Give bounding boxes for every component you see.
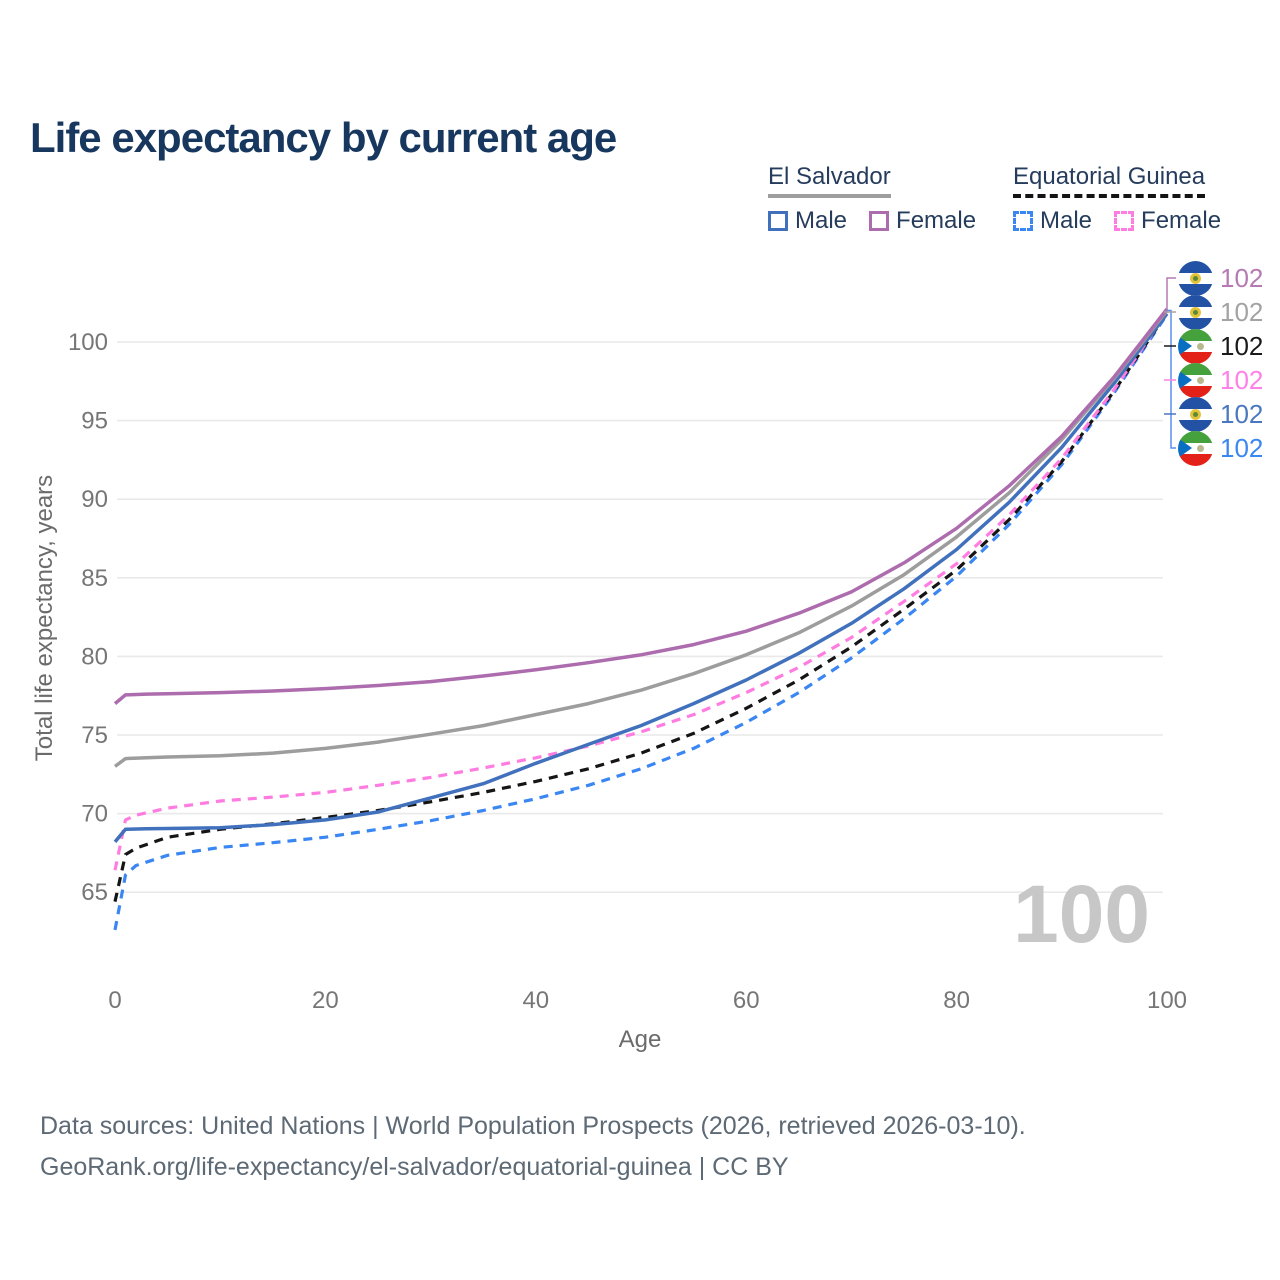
- legend-group-el-salvador: El Salvador Male Female: [768, 163, 976, 235]
- x-tick-40: 40: [522, 987, 549, 1014]
- y-tick-100: 100: [68, 329, 108, 356]
- legend-item-es-male: Male: [768, 207, 847, 235]
- endpoint-label: 102: [1178, 362, 1264, 398]
- flag-icon-equatorial-guinea: [1178, 328, 1213, 364]
- series-line-el-salvador-male: [113, 312, 1169, 844]
- endpoint-label: 102: [1178, 294, 1264, 330]
- legend-item-es-female: Female: [869, 207, 976, 235]
- endpoint-label: 102: [1178, 430, 1264, 466]
- legend-country-equatorial-guinea: Equatorial Guinea: [1013, 163, 1206, 198]
- endpoint-value: 102: [1220, 364, 1264, 395]
- leader-line-top: [1166, 277, 1176, 311]
- endpoint-value: 102: [1220, 432, 1264, 463]
- endpoint-label: 102: [1178, 260, 1264, 296]
- series-line-el-salvador-female: [113, 307, 1169, 705]
- legend-item-gq-male: Male: [1013, 207, 1092, 235]
- flag-icon-el-salvador: [1178, 294, 1213, 330]
- age-watermark: 100: [1013, 869, 1150, 960]
- series-line-equatorial-guinea-female: [113, 311, 1169, 871]
- page-title: Life expectancy by current age: [30, 114, 617, 162]
- y-tick-75: 75: [81, 722, 108, 749]
- footer-attribution: GeoRank.org/life-expectancy/el-salvador/…: [40, 1153, 789, 1181]
- legend-country-el-salvador: El Salvador: [768, 163, 891, 198]
- flag-icon-equatorial-guinea: [1178, 430, 1213, 466]
- legend-item-gq-female: Female: [1114, 207, 1221, 235]
- series-line-equatorial-guinea-male: [113, 313, 1169, 931]
- endpoint-value: 102: [1220, 296, 1264, 327]
- flag-icon-el-salvador: [1178, 396, 1213, 432]
- footer-data-sources: Data sources: United Nations | World Pop…: [40, 1112, 1026, 1140]
- y-tick-70: 70: [81, 801, 108, 828]
- y-tick-80: 80: [81, 643, 108, 670]
- endpoint-label: 102: [1178, 328, 1264, 364]
- endpoint-value: 102: [1220, 330, 1264, 361]
- es-male-swatch-icon: [768, 211, 788, 231]
- es-female-swatch-icon: [869, 211, 890, 231]
- legend-label-es-female: Female: [896, 207, 977, 234]
- y-tick-90: 90: [81, 486, 108, 513]
- legend-group-equatorial-guinea: Equatorial Guinea Male Female: [1013, 163, 1221, 235]
- x-tick-100: 100: [1147, 987, 1187, 1014]
- y-tick-85: 85: [81, 565, 108, 592]
- gq-male-swatch-icon: [1013, 211, 1033, 231]
- endpoint-value: 102: [1220, 398, 1264, 429]
- flag-icon-equatorial-guinea: [1178, 362, 1213, 398]
- y-axis-title: Total life expectancy, years: [31, 474, 58, 762]
- x-axis-title: Age: [618, 1026, 662, 1053]
- flag-icon-el-salvador: [1178, 260, 1213, 296]
- y-tick-65: 65: [81, 879, 108, 906]
- legend-label-gq-female: Female: [1141, 207, 1222, 234]
- gq-female-swatch-icon: [1114, 211, 1135, 231]
- x-tick-60: 60: [733, 987, 760, 1014]
- legend-label-es-male: Male: [795, 207, 848, 234]
- footer: Data sources: United Nations | World Pop…: [40, 1106, 1026, 1188]
- x-tick-20: 20: [312, 987, 339, 1014]
- series-line-el-salvador: [113, 309, 1169, 768]
- x-tick-80: 80: [943, 987, 970, 1014]
- endpoint-value: 102: [1220, 262, 1264, 293]
- legend-label-gq-male: Male: [1040, 207, 1093, 234]
- series-line-equatorial-guinea: [113, 312, 1169, 902]
- x-tick-0: 0: [108, 987, 121, 1014]
- endpoint-label: 102: [1178, 396, 1264, 432]
- y-tick-95: 95: [81, 408, 108, 435]
